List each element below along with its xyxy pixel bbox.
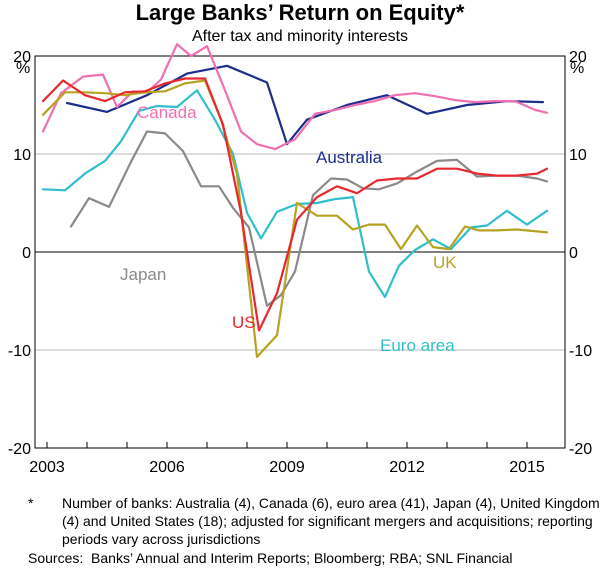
chart-title: Large Banks’ Return on Equity*: [135, 0, 465, 25]
y-axis-unit-right: %: [570, 60, 584, 77]
label-japan: Japan: [120, 265, 166, 284]
label-canada: Canada: [137, 103, 197, 122]
y-tick-label-right: 0: [569, 245, 578, 262]
x-tick-label: 2009: [269, 459, 305, 476]
sources-note: Sources: Banks’ Annual and Interim Repor…: [28, 550, 513, 566]
label-uk: UK: [433, 253, 457, 272]
y-tick-label-right: 20: [569, 49, 587, 66]
label-us: US: [232, 313, 256, 332]
y-tick-label-right: 10: [569, 147, 587, 164]
x-tick-label: 2006: [149, 459, 185, 476]
y-tick-label-left: 0: [22, 245, 31, 262]
series-line-us: [41, 77, 549, 332]
label-euro-area: Euro area: [380, 336, 455, 355]
label-australia: Australia: [316, 148, 383, 167]
y-tick-label-left: 10: [13, 147, 31, 164]
y-axis-ticks: -20 -20 -10 -10 0 0 10 10 20 20: [8, 49, 592, 458]
footnote-marker: *: [28, 495, 34, 511]
footnote-text: Number of banks: Australia (4), Canada (…: [62, 495, 600, 547]
x-axis-ticks: 2003 2006 2009 2012 2015: [29, 442, 545, 476]
y-tick-label-left: -20: [8, 441, 31, 458]
series-line-japan: [69, 130, 549, 307]
x-tick-label: 2003: [29, 459, 65, 476]
y-axis-unit-left: %: [16, 60, 30, 77]
y-tick-label-right: -10: [569, 343, 592, 360]
y-tick-label-left: 20: [13, 49, 31, 66]
x-tick-label: 2012: [389, 459, 425, 476]
x-tick-label: 2015: [509, 459, 545, 476]
chart-subtitle: After tax and minority interests: [191, 28, 409, 45]
series-lines: [41, 43, 549, 358]
series-line-canada: [41, 43, 549, 151]
series-line-euro-area: [41, 89, 549, 299]
series-labels: Canada Australia Japan UK US Euro area: [120, 103, 457, 355]
series-line-uk: [41, 79, 549, 358]
plot-frame: [34, 55, 566, 449]
y-tick-label-right: -20: [569, 441, 592, 458]
y-tick-label-left: -10: [8, 343, 31, 360]
